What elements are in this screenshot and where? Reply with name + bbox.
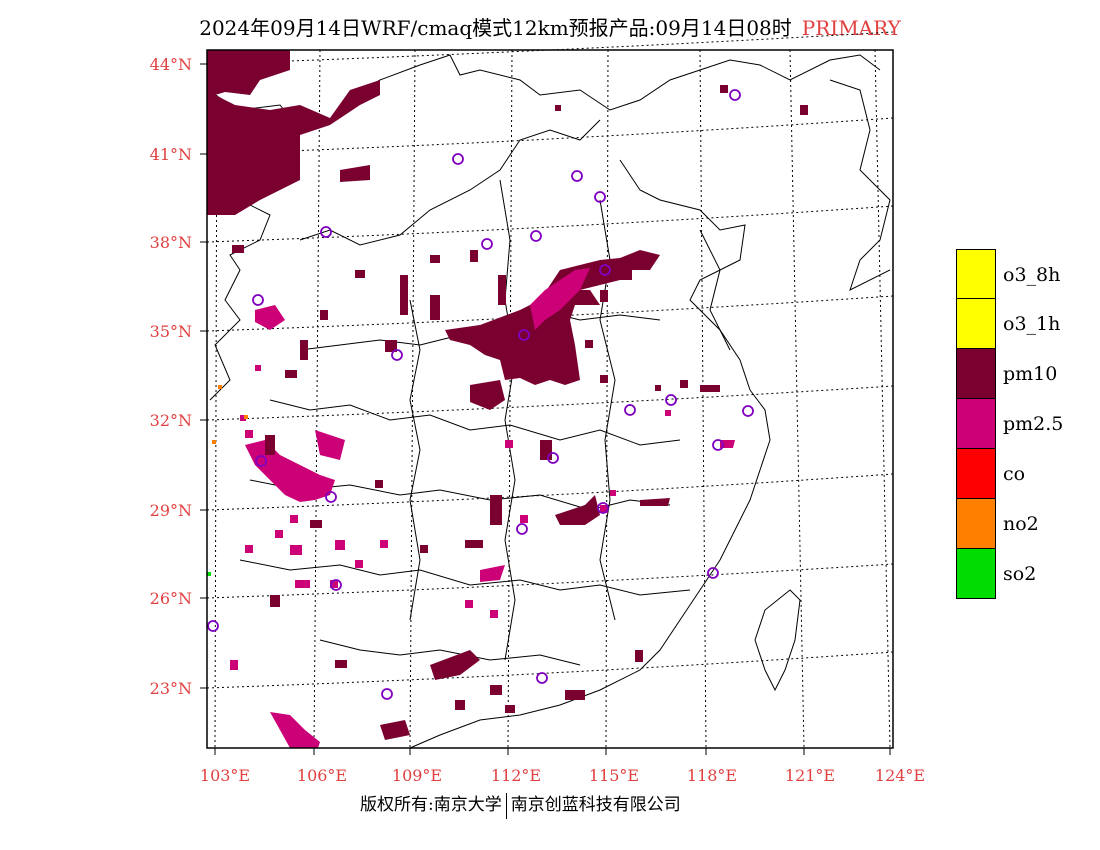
scatter-pm10 [232, 85, 808, 713]
lat-label-32: 32°N [149, 411, 192, 430]
scatter-pm25 [230, 365, 671, 670]
legend-label: co [1003, 463, 1026, 485]
lon-label-121: 121°E [784, 766, 836, 785]
lat-label-35: 35°N [149, 322, 192, 341]
graticule [206, 31, 894, 749]
map-title: 2024年09月14日WRF/cmaq模式12km预报产品:09月14日08时 P… [0, 12, 1100, 41]
pollutant-legend: o3_8h o3_1h pm10 pm2.5 co no2 so2 [956, 249, 1063, 599]
lat-label-41: 41°N [149, 145, 192, 164]
lat-label-23: 23°N [149, 679, 192, 698]
copyright-footer: 版权所有:南京大学 南京创蓝科技有限公司 [360, 790, 681, 819]
footer-left: 版权所有:南京大学 [360, 795, 502, 815]
station-markers [207, 89, 754, 700]
lon-label-124: 124°E [874, 766, 926, 785]
legend-item-pm25: pm2.5 [956, 399, 1063, 449]
legend-item-o3-8h: o3_8h [956, 249, 1060, 299]
legend-label: o3_8h [1003, 264, 1061, 286]
legend-item-no2: no2 [956, 499, 1039, 549]
lat-label-26: 26°N [149, 589, 192, 608]
legend-item-pm10: pm10 [956, 349, 1057, 399]
legend-label: pm2.5 [1003, 413, 1064, 435]
lat-label-38: 38°N [149, 233, 192, 252]
lat-label-29: 29°N [149, 501, 192, 520]
footer-divider [505, 792, 507, 819]
legend-label: no2 [1003, 513, 1039, 535]
legend-label: o3_1h [1003, 313, 1061, 335]
map-frame [206, 49, 894, 749]
lat-label-44: 44°N [149, 55, 192, 74]
lon-label-115: 115°E [588, 766, 640, 785]
legend-label: so2 [1003, 563, 1037, 585]
legend-item-so2: so2 [956, 549, 1036, 599]
title-main: 2024年09月14日WRF/cmaq模式12km预报产品:09月14日08时 [199, 16, 792, 40]
lon-label-118: 118°E [686, 766, 738, 785]
lon-label-103: 103°E [199, 766, 251, 785]
lon-label-109: 109°E [391, 766, 443, 785]
pm10-areas [207, 50, 720, 740]
legend-item-co: co [956, 449, 1025, 499]
footer-right: 南京创蓝科技有限公司 [510, 795, 681, 815]
lon-label-112: 112°E [490, 766, 542, 785]
scatter-so2 [207, 572, 211, 576]
scatter-no2 [212, 385, 248, 444]
boundaries [206, 54, 891, 749]
frame-ticks [200, 63, 891, 755]
legend-item-o3-1h: o3_1h [956, 299, 1060, 349]
lon-label-106: 106°E [296, 766, 348, 785]
legend-label: pm10 [1003, 363, 1058, 385]
